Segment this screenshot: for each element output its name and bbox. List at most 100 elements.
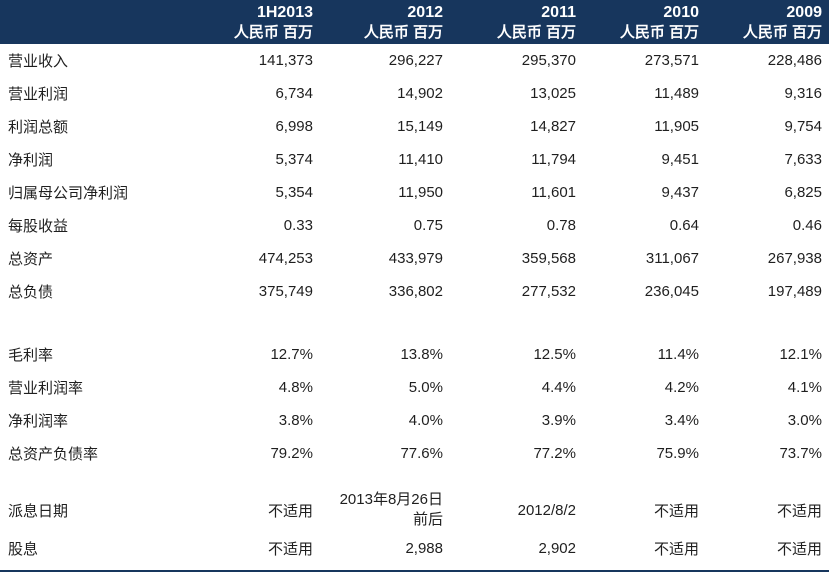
currency-unit-label: 人民币 百万 — [742, 24, 822, 41]
currency-unit-label: 人民币 百万 — [496, 24, 576, 41]
row-label: 派息日期 — [8, 502, 69, 520]
value-cell: 73.7% — [779, 445, 822, 462]
value-cell: 3.4% — [664, 412, 699, 429]
value-cell: 11,410 — [398, 151, 443, 168]
value-cell: 236,045 — [644, 283, 699, 300]
section-spacer — [0, 470, 829, 488]
value-cell: 12.5% — [533, 346, 576, 363]
value-cell: 7,633 — [784, 151, 822, 168]
value-cell: 2,902 — [538, 540, 576, 557]
value-cell: 295,370 — [521, 52, 576, 69]
value-cell: 359,568 — [521, 250, 576, 267]
value-cell: 4.0% — [408, 412, 443, 429]
table-row: 总负债 375,749 336,802 277,532 236,045 197,489 — [0, 275, 829, 308]
value-cell: 4.8% — [278, 379, 313, 396]
value-cell: 4.1% — [787, 379, 822, 396]
table-row: 营业收入 141,373 296,227 295,370 273,571 228,486 — [0, 44, 829, 77]
value-cell: 6,734 — [275, 85, 313, 102]
row-label: 归属母公司净利润 — [8, 185, 129, 202]
value-cell: 0.46 — [792, 217, 822, 234]
currency-unit-label: 人民币 百万 — [233, 24, 313, 41]
value-cell: 267,938 — [767, 250, 822, 267]
value-cell: 79.2% — [270, 445, 313, 462]
value-cell: 0.75 — [413, 217, 443, 234]
value-cell: 14,827 — [530, 118, 576, 135]
value-cell: 3.8% — [278, 412, 313, 429]
value-cell: 141,373 — [258, 52, 313, 69]
value-cell: 4.2% — [664, 379, 699, 396]
value-cell: 3.9% — [541, 412, 576, 429]
row-label: 股息 — [8, 541, 39, 558]
value-cell: 2013年8月26日前后 — [320, 488, 450, 532]
table-row: 总资产负债率 79.2% 77.6% 77.2% 75.9% 73.7% — [0, 437, 829, 470]
value-cell: 77.2% — [533, 445, 576, 462]
value-cell: 11.4% — [657, 346, 699, 363]
value-cell: 9,316 — [784, 85, 822, 102]
row-label: 净利润 — [8, 152, 54, 169]
value-cell: 0.33 — [283, 217, 313, 234]
value-cell: 336,802 — [388, 283, 443, 300]
currency-unit-label: 人民币 百万 — [363, 24, 443, 41]
value-cell: 375,749 — [258, 283, 313, 300]
value-line: 2013年8月26日 — [339, 491, 443, 508]
table-row: 营业利润率 4.8% 5.0% 4.4% 4.2% 4.1% — [0, 371, 829, 404]
value-cell: 不适用 — [267, 502, 313, 520]
value-cell: 277,532 — [521, 283, 576, 300]
value-cell: 273,571 — [644, 52, 699, 69]
value-cell: 9,451 — [661, 151, 699, 168]
row-label: 总负债 — [8, 284, 54, 301]
table-row: 派息日期 不适用 2013年8月26日前后 2012/8/2 不适用 不适用 — [0, 488, 829, 532]
value-cell: 不适用 — [653, 502, 699, 520]
table-row: 总资产 474,253 433,979 359,568 311,067 267,938 — [0, 242, 829, 275]
value-cell: 11,905 — [654, 118, 699, 135]
row-label: 总资产 — [8, 251, 54, 268]
value-cell: 5.0% — [408, 379, 443, 396]
year-label: 2011 — [541, 4, 576, 21]
row-label: 营业利润率 — [8, 380, 84, 397]
value-cell: 14,902 — [397, 85, 443, 102]
value-cell: 228,486 — [767, 52, 822, 69]
value-cell: 11,950 — [398, 184, 443, 201]
column-header-2009: 2009 人民币 百万 — [706, 0, 829, 42]
value-cell: 12.7% — [270, 346, 313, 363]
year-label: 2009 — [786, 4, 822, 21]
value-cell: 5,354 — [275, 184, 313, 201]
value-cell: 11,794 — [531, 151, 576, 168]
table-row: 营业利润 6,734 14,902 13,025 11,489 9,316 — [0, 77, 829, 110]
table-header: 1H2013 人民币 百万 2012 人民币 百万 2011 人民币 百万 2010 人民币 … — [0, 0, 829, 44]
value-cell: 4.4% — [541, 379, 576, 396]
table-row: 股息 不适用 2,988 2,902 不适用 不适用 — [0, 532, 829, 565]
value-cell: 3.0% — [787, 412, 822, 429]
value-cell: 15,149 — [397, 118, 443, 135]
row-label: 每股收益 — [8, 218, 69, 235]
value-cell: 2012/8/2 — [517, 501, 576, 519]
value-line: 前后 — [412, 511, 443, 528]
value-cell: 不适用 — [776, 502, 822, 520]
section-spacer — [0, 308, 829, 338]
value-cell: 不适用 — [267, 541, 313, 558]
value-cell: 311,067 — [645, 250, 699, 267]
value-cell: 6,998 — [275, 118, 313, 135]
value-cell: 5,374 — [275, 151, 313, 168]
value-cell: 不适用 — [653, 541, 699, 558]
row-label: 毛利率 — [8, 347, 54, 364]
row-label: 总资产负债率 — [8, 446, 99, 463]
table-row: 净利润 5,374 11,410 11,794 9,451 7,633 — [0, 143, 829, 176]
value-cell: 433,979 — [388, 250, 443, 267]
value-cell: 不适用 — [776, 541, 822, 558]
column-header-1H2013: 1H2013 人民币 百万 — [185, 0, 320, 42]
value-cell: 6,825 — [784, 184, 822, 201]
table-row: 毛利率 12.7% 13.8% 12.5% 11.4% 12.1% — [0, 338, 829, 371]
currency-unit-label: 人民币 百万 — [619, 24, 699, 41]
row-label: 净利润率 — [8, 413, 69, 430]
row-label: 利润总额 — [8, 119, 69, 136]
value-cell: 9,754 — [784, 118, 822, 135]
column-header-2011: 2011 人民币 百万 — [450, 0, 583, 42]
value-cell: 13.8% — [400, 346, 443, 363]
value-cell: 474,253 — [258, 250, 313, 267]
row-label: 营业收入 — [8, 53, 69, 70]
value-cell: 11,601 — [531, 184, 576, 201]
value-cell: 9,437 — [661, 184, 699, 201]
year-label: 1H2013 — [256, 4, 313, 21]
